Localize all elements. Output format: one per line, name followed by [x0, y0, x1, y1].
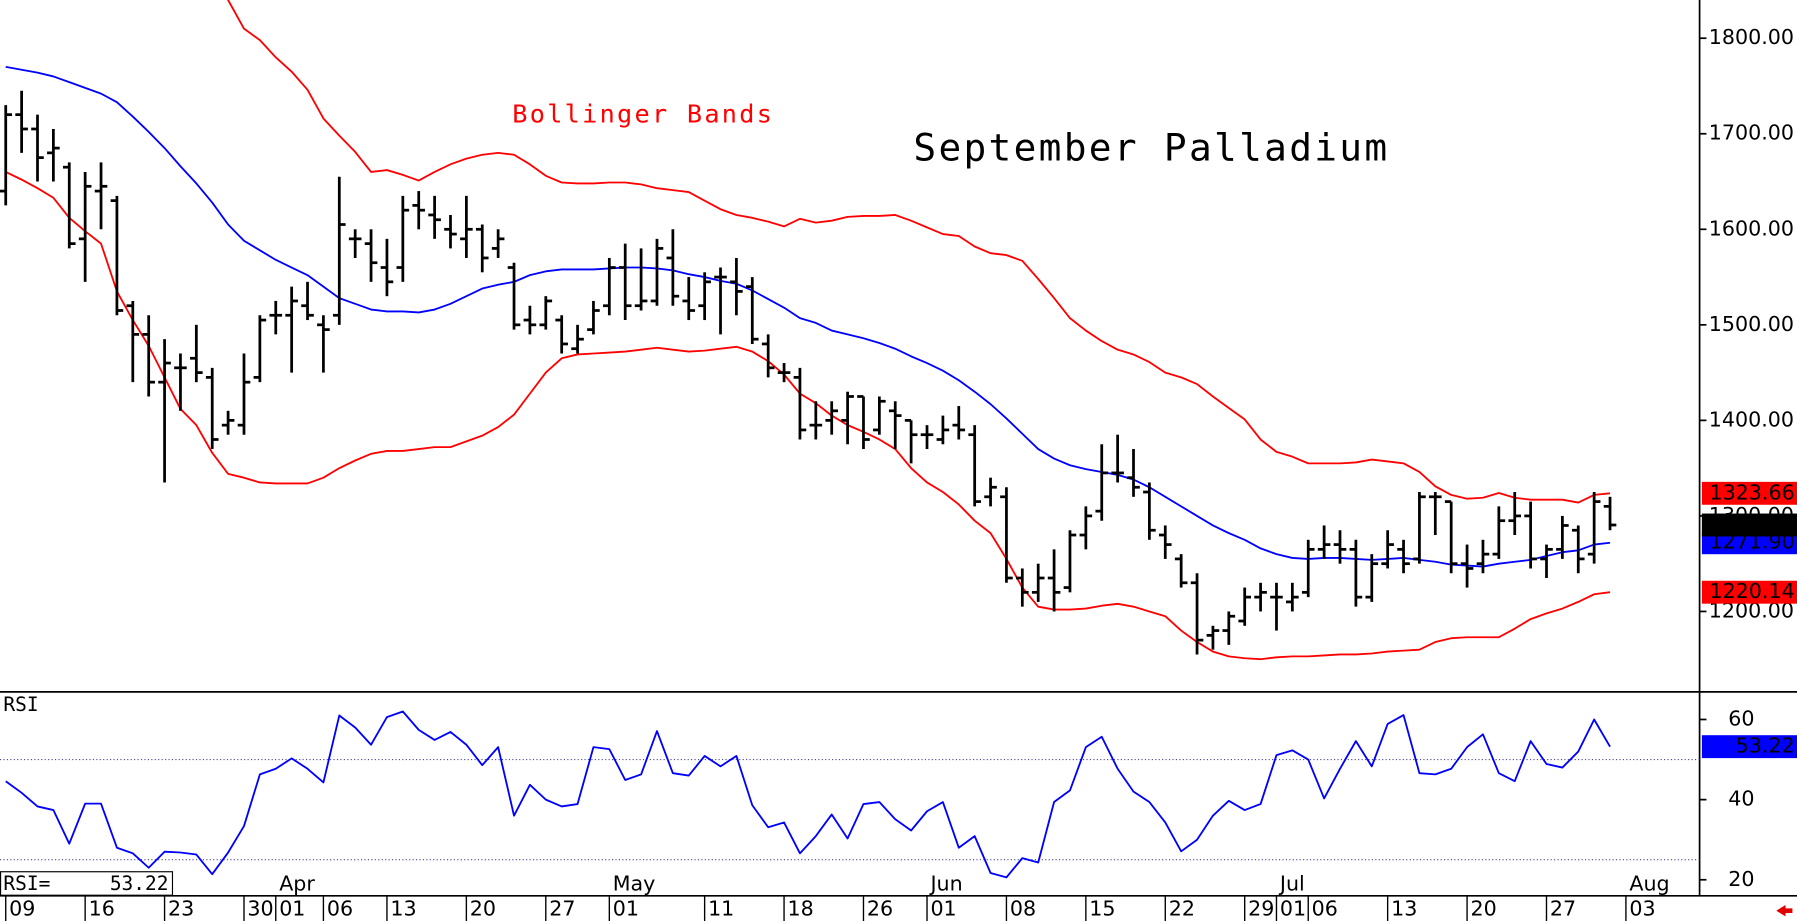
- x-tick-label: 15: [1089, 897, 1115, 921]
- y-tick-label: 1800.00: [1709, 25, 1794, 49]
- x-tick-label: 01: [279, 897, 305, 921]
- rsi-value-label: 53.22: [1736, 734, 1795, 758]
- x-tick-label: 27: [1550, 897, 1576, 921]
- rsi-plot: [0, 710, 1700, 879]
- y-tick-label: 1400.00: [1709, 407, 1794, 431]
- x-tick-label: 18: [787, 897, 813, 921]
- price-plot: [0, 0, 1617, 661]
- band-line: [227, 0, 1611, 504]
- x-tick-label: 26: [867, 897, 893, 921]
- rsi-value-label-box: [1701, 735, 1797, 759]
- band-line: [5, 65, 1611, 568]
- readout-label: RSI=: [3, 872, 50, 895]
- x-tick-label: 13: [1391, 897, 1417, 921]
- x-tick-label: 16: [89, 897, 115, 921]
- indicator-label: RSI: [3, 693, 38, 716]
- band-value-label-box: [1701, 580, 1797, 604]
- x-tick-label: 20: [1471, 897, 1497, 921]
- y-tick-label: 1700.00: [1709, 121, 1794, 145]
- close-value-label-box: [1701, 513, 1797, 537]
- x-tick-label: 11: [708, 897, 734, 921]
- y-tick-label: 1200.00: [1709, 598, 1794, 622]
- x-tick-label: 08: [1010, 897, 1036, 921]
- readout-box: [0, 871, 174, 896]
- annotation: Bollinger Bands: [512, 100, 774, 129]
- x-tick-label: 01: [930, 897, 956, 921]
- x-tick-label: 29: [1248, 897, 1274, 921]
- month-label: May: [613, 871, 656, 895]
- band-line: [5, 171, 1611, 661]
- x-tick-label: 03: [1629, 897, 1655, 921]
- x-tick-label: 01: [1280, 897, 1306, 921]
- month-label: Jul: [1278, 871, 1305, 895]
- chart-title: September Palladium: [913, 126, 1389, 170]
- x-tick-label: 06: [1312, 897, 1338, 921]
- x-tick-label: 22: [1169, 897, 1195, 921]
- close-value-label: 1290.50: [1709, 512, 1794, 536]
- scroll-arrow[interactable]: [1776, 904, 1793, 917]
- x-tick-label: 23: [168, 897, 194, 921]
- x-tick-label: 13: [390, 897, 416, 921]
- axes: 1200.001300.001400.001500.001600.001700.…: [5, 25, 1797, 921]
- x-tick-label: 30: [247, 897, 273, 921]
- band-value-label-box: [1701, 531, 1797, 555]
- rsi-tick-label: 40: [1728, 787, 1754, 811]
- x-tick-label: 01: [613, 897, 639, 921]
- band-value-label: 1220.14: [1709, 579, 1794, 603]
- x-tick-label: 09: [9, 897, 35, 921]
- y-tick-label: 1500.00: [1709, 312, 1794, 336]
- readout-value: 53.22: [110, 872, 169, 895]
- month-label: Aug: [1629, 871, 1669, 895]
- month-label: Jun: [928, 871, 962, 895]
- x-tick-label: 06: [327, 897, 353, 921]
- y-tick-label: 1600.00: [1709, 216, 1794, 240]
- x-tick-label: 20: [470, 897, 496, 921]
- rsi-line: [5, 710, 1611, 879]
- band-value-label-box: [1701, 481, 1797, 505]
- rsi-tick-label: 20: [1728, 867, 1754, 891]
- x-tick-label: 27: [549, 897, 575, 921]
- month-label: Apr: [279, 871, 315, 895]
- rsi-tick-label: 60: [1728, 706, 1754, 730]
- band-value-label: 1323.66: [1709, 480, 1794, 504]
